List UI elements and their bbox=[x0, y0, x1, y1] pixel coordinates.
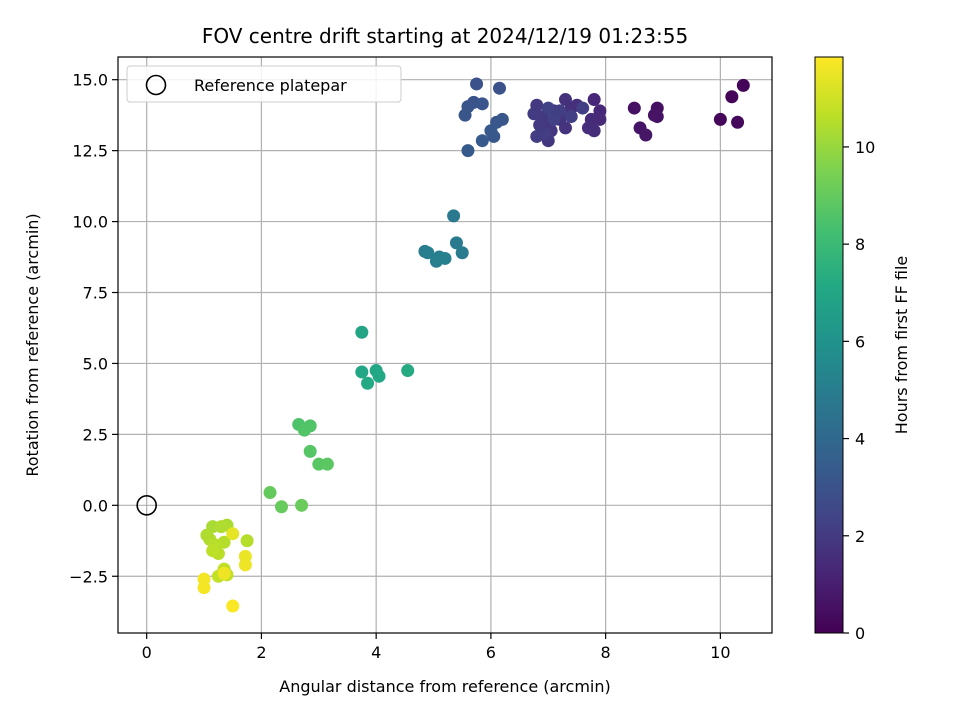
colorbar-tick-label: 2 bbox=[855, 527, 865, 546]
data-point bbox=[303, 444, 317, 458]
plot-frame bbox=[117, 56, 773, 634]
data-point bbox=[238, 558, 252, 572]
y-tick-label: −2.5 bbox=[69, 567, 108, 586]
data-point bbox=[240, 534, 254, 548]
colorbar-tick-label: 10 bbox=[855, 138, 875, 157]
data-point bbox=[320, 457, 334, 471]
x-tick-label: 4 bbox=[371, 643, 381, 662]
data-point bbox=[263, 486, 277, 500]
data-point bbox=[226, 599, 240, 613]
data-point bbox=[297, 423, 311, 437]
x-tick-label: 2 bbox=[256, 643, 266, 662]
data-point bbox=[372, 369, 386, 383]
data-point bbox=[731, 115, 745, 129]
data-point bbox=[461, 144, 475, 158]
data-point bbox=[295, 498, 309, 512]
data-point bbox=[197, 581, 211, 595]
data-point bbox=[447, 209, 461, 223]
data-point bbox=[475, 97, 489, 111]
y-tick-label: 7.5 bbox=[83, 284, 108, 303]
data-point bbox=[438, 251, 452, 265]
x-tick-label: 0 bbox=[142, 643, 152, 662]
y-tick-label: 15.0 bbox=[72, 71, 108, 90]
data-point bbox=[527, 107, 541, 121]
chart-title: FOV centre drift starting at 2024/12/19 … bbox=[202, 24, 688, 48]
data-point bbox=[458, 108, 472, 122]
x-tick-label: 10 bbox=[710, 643, 730, 662]
colorbar-ticks: 0 2 4 6 8 10 bbox=[843, 138, 875, 643]
data-point bbox=[541, 101, 555, 115]
y-tick-label: 2.5 bbox=[83, 425, 108, 444]
x-axis-label: Angular distance from reference (arcmin) bbox=[279, 677, 610, 696]
y-axis-ticks: −2.5 0.0 2.5 5.0 7.5 10.0 12.5 15.0 bbox=[69, 71, 118, 586]
data-point bbox=[421, 246, 435, 260]
y-axis-label: Rotation from reference (arcmin) bbox=[23, 213, 42, 476]
colorbar-tick-label: 4 bbox=[855, 430, 865, 449]
data-point bbox=[538, 127, 552, 141]
colorbar-tick-label: 6 bbox=[855, 332, 865, 351]
data-point bbox=[449, 236, 463, 250]
y-tick-label: 10.0 bbox=[72, 213, 108, 232]
data-point bbox=[558, 121, 572, 135]
data-point bbox=[627, 101, 641, 115]
data-point bbox=[639, 128, 653, 142]
x-tick-label: 6 bbox=[486, 643, 496, 662]
data-point bbox=[576, 101, 590, 115]
x-axis-ticks: 0 2 4 6 8 10 bbox=[142, 633, 731, 662]
colorbar: 0 2 4 6 8 10 Hours from first FF file bbox=[814, 56, 911, 643]
data-point bbox=[487, 129, 501, 143]
data-point bbox=[725, 90, 739, 104]
data-point bbox=[455, 246, 469, 260]
data-point bbox=[547, 112, 561, 126]
data-point bbox=[275, 500, 288, 514]
data-point bbox=[214, 520, 228, 534]
reference-marker bbox=[136, 495, 157, 516]
data-point bbox=[226, 527, 240, 541]
data-point bbox=[361, 376, 375, 390]
data-point bbox=[206, 544, 220, 558]
legend: Reference platepar bbox=[126, 65, 402, 103]
data-point bbox=[217, 566, 231, 580]
data-point bbox=[713, 112, 727, 126]
legend-reference-label: Reference platepar bbox=[194, 76, 347, 95]
data-point bbox=[355, 365, 369, 379]
legend-box bbox=[126, 65, 402, 103]
data-points bbox=[197, 77, 750, 613]
colorbar-label: Hours from first FF file bbox=[892, 256, 911, 435]
colorbar-tick-label: 0 bbox=[855, 624, 865, 643]
y-tick-label: 0.0 bbox=[83, 496, 108, 515]
data-point bbox=[558, 93, 572, 107]
data-point bbox=[587, 93, 601, 107]
data-point bbox=[470, 77, 484, 91]
y-tick-label: 5.0 bbox=[83, 354, 108, 373]
x-tick-label: 8 bbox=[601, 643, 611, 662]
data-point bbox=[401, 364, 415, 378]
data-point bbox=[736, 78, 750, 92]
data-point bbox=[493, 81, 506, 95]
colorbar-bar bbox=[814, 56, 844, 634]
y-tick-label: 12.5 bbox=[72, 142, 108, 161]
data-point bbox=[647, 108, 661, 122]
data-point bbox=[581, 121, 595, 135]
legend-reference-marker bbox=[145, 74, 167, 96]
data-point bbox=[355, 325, 369, 339]
grid-lines bbox=[118, 57, 772, 633]
colorbar-tick-label: 8 bbox=[855, 235, 865, 254]
data-point bbox=[475, 134, 489, 148]
data-point bbox=[564, 110, 578, 124]
